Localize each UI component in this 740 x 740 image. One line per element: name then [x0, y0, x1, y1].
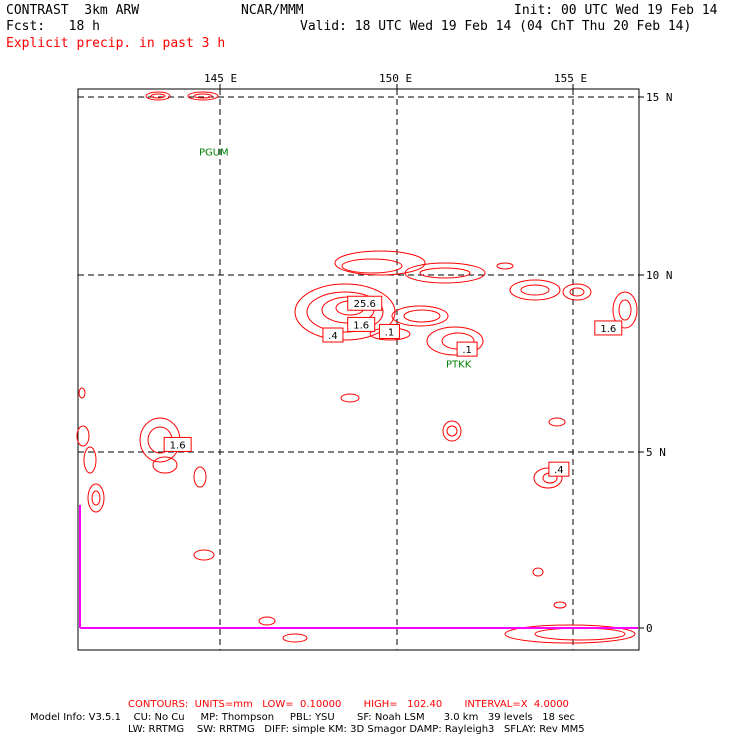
lat-label-5n: 5 N: [646, 446, 666, 459]
contour-label: 1.6: [163, 436, 192, 452]
lon-label-145: 145 E: [204, 72, 238, 85]
contour-label: .4: [322, 327, 344, 343]
svg-text:.1: .1: [462, 345, 472, 356]
center-title: NCAR/MMM: [241, 3, 304, 18]
contour-label: .1: [378, 323, 400, 339]
contour-label: 1.6: [594, 320, 623, 336]
field-title: Explicit precip. in past 3 h: [6, 36, 226, 51]
domain-boundary: [79, 505, 638, 629]
model-title: CONTRAST 3km ARW: [6, 3, 140, 18]
lat-label-10n: 10 N: [646, 269, 673, 282]
contour-label: .4: [548, 461, 570, 477]
svg-text:.4: .4: [328, 331, 338, 342]
lat-lon-grid: [78, 89, 639, 650]
svg-text:.1: .1: [385, 327, 395, 338]
model-info-line-2: LW: RRTMG SW: RRTMG DIFF: simple KM: 3D …: [128, 724, 585, 735]
svg-text:1.6: 1.6: [170, 440, 186, 451]
contour-label: 1.6: [347, 316, 376, 332]
svg-text:.4: .4: [554, 465, 564, 476]
precip-contours: [76, 91, 638, 644]
svg-text:1.6: 1.6: [353, 320, 369, 331]
contour-labels: 25.6 1.6 .4 .1 .1 1.6 1.6 .4: [163, 295, 623, 477]
contour-label: .1: [456, 341, 478, 357]
lon-label-155: 155 E: [554, 72, 588, 85]
station-markers: PGUM PTKK: [199, 147, 472, 370]
model-info-line-1: Model Info: V3.5.1 CU: No Cu MP: Thompso…: [30, 712, 576, 723]
valid-time: Valid: 18 UTC Wed 19 Feb 14 (04 ChT Thu …: [300, 19, 692, 34]
svg-text:1.6: 1.6: [600, 324, 616, 335]
svg-text:25.6: 25.6: [354, 299, 376, 310]
station-label-pgum: PGUM: [199, 147, 229, 158]
init-time: Init: 00 UTC Wed 19 Feb 14: [514, 3, 718, 18]
forecast-hour: Fcst: 18 h: [6, 19, 100, 34]
station-label-ptkk: PTKK: [446, 359, 472, 370]
map-frame: [77, 88, 640, 651]
contour-label: 25.6: [347, 295, 383, 311]
contours-info: CONTOURS: UNITS=mm LOW= 0.10000 HIGH= 10…: [128, 699, 569, 710]
axis-ticks: [219, 84, 644, 629]
lat-label-15n: 15 N: [646, 91, 673, 104]
lat-label-0: 0: [646, 622, 653, 635]
lon-label-150: 150 E: [379, 72, 413, 85]
